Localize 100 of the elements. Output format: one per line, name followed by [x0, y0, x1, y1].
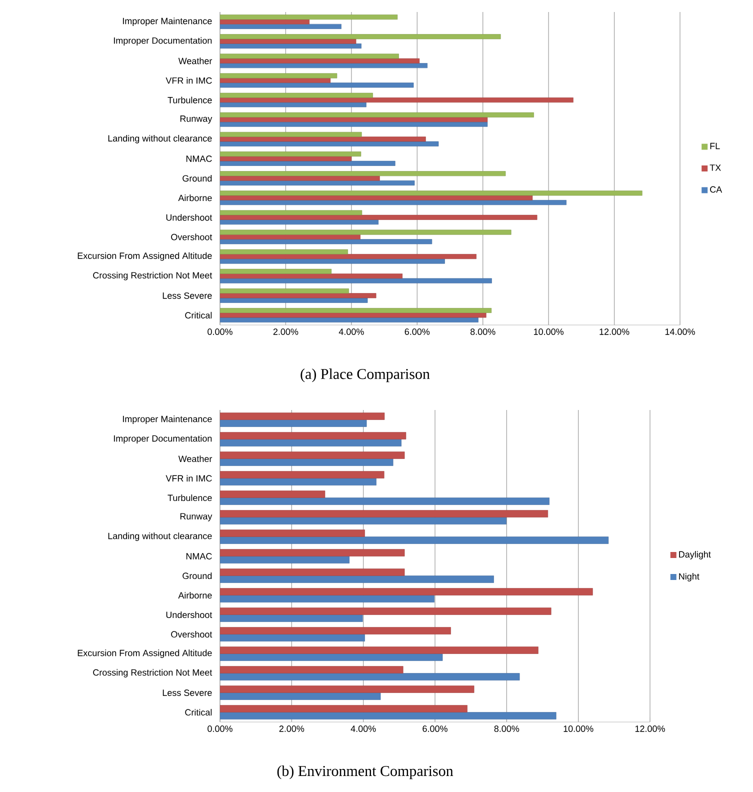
y-tick-label: VFR in IMC	[166, 474, 212, 482]
bar	[220, 117, 488, 122]
bar	[220, 471, 384, 478]
y-tick-label: NMAC	[186, 156, 212, 162]
x-tick-label: 4.00%	[350, 726, 376, 732]
y-tick-label: Critical	[185, 708, 212, 716]
bar	[220, 686, 474, 693]
y-tick-label: Turbulence	[168, 96, 212, 104]
y-tick-label: Undershoot	[166, 611, 212, 618]
text: (b) Environment Comparison	[277, 766, 454, 780]
bar	[220, 692, 381, 700]
bar	[220, 210, 362, 216]
x-tick-label: 14.00%	[665, 328, 695, 335]
bar	[220, 34, 501, 40]
bar	[220, 510, 548, 518]
y-tick-label: Airborne	[178, 194, 212, 202]
bar	[220, 536, 609, 544]
bar	[220, 432, 406, 440]
bar	[220, 452, 405, 459]
legend-label: Daylight	[679, 550, 711, 560]
bar	[220, 517, 506, 524]
y-tick-label: Runway	[180, 116, 212, 124]
bar	[220, 549, 405, 556]
bar	[220, 19, 310, 24]
bar	[220, 588, 593, 596]
bar	[220, 288, 349, 294]
bar	[220, 556, 350, 564]
x-tick-label: 0.00%	[208, 328, 232, 335]
bar	[220, 98, 574, 103]
bar	[220, 608, 552, 615]
x-tick-label: 8.00%	[470, 328, 496, 335]
legend-label: CA	[710, 186, 722, 193]
bar	[220, 152, 362, 157]
bar	[220, 92, 373, 98]
x-tick-label: 6.00%	[422, 726, 448, 732]
y-tick-label: Less Severe	[162, 292, 212, 299]
bar	[220, 705, 468, 712]
bar	[220, 712, 556, 720]
x-tick-label: 2.00%	[279, 726, 304, 732]
y-tick-label: Excursion From Assigned Altitude	[78, 252, 212, 261]
bar	[220, 439, 402, 446]
y-tick-label: Less Severe	[162, 690, 212, 696]
legend-label: Night	[679, 572, 700, 582]
y-tick-label: Critical	[185, 312, 212, 319]
x-tick-label: 10.00%	[564, 726, 594, 732]
y-tick-label: Ground	[182, 174, 212, 182]
x-tick-label: 12.00%	[635, 726, 665, 732]
bar	[220, 58, 420, 64]
bar	[220, 420, 367, 427]
bar	[220, 73, 338, 78]
y-tick-label: Weather	[178, 455, 212, 462]
bar	[220, 478, 376, 486]
y-tick-label: VFR in IMC	[166, 77, 212, 84]
y-tick-label: Undershoot	[166, 214, 212, 221]
bar	[220, 136, 426, 142]
y-tick-label: Runway	[180, 513, 212, 522]
bar	[220, 530, 365, 537]
bar	[220, 176, 380, 181]
y-tick-label: NMAC	[186, 553, 212, 560]
y-tick-label: Landing without clearance	[108, 134, 212, 144]
bar	[220, 14, 398, 20]
y-tick-label: Airborne	[178, 592, 212, 599]
bar	[220, 490, 326, 498]
x-tick-label: 12.00%	[600, 328, 630, 335]
bar	[220, 254, 476, 260]
bar	[220, 634, 365, 642]
bar	[220, 190, 642, 196]
bar	[220, 576, 494, 583]
y-tick-label: Improper Documentation	[114, 435, 212, 444]
x-tick-label: 8.00%	[494, 726, 520, 732]
y-tick-label: Overshoot	[171, 630, 212, 638]
bar	[220, 268, 332, 274]
bar	[220, 78, 331, 83]
bar	[220, 412, 385, 420]
y-tick-label: Ground	[182, 572, 212, 580]
bar	[220, 274, 403, 279]
bar	[220, 171, 506, 176]
bar	[220, 249, 348, 254]
bar	[220, 666, 404, 674]
bar	[220, 156, 352, 162]
bar	[220, 234, 360, 240]
y-tick-label: Crossing Restriction Not Meet	[93, 272, 212, 280]
x-tick-label: 10.00%	[534, 328, 564, 335]
bar	[220, 38, 356, 44]
bar	[220, 614, 363, 622]
y-tick-label: Improper Maintenance	[122, 18, 212, 26]
legend-label: TX	[710, 164, 721, 171]
bar	[220, 112, 534, 118]
y-tick-label: Turbulence	[168, 494, 212, 502]
y-tick-label: Overshoot	[171, 234, 212, 240]
bar	[220, 54, 399, 59]
bar	[220, 673, 520, 680]
x-tick-label: 0.00%	[208, 726, 232, 732]
bar	[220, 293, 376, 298]
bar	[220, 498, 550, 505]
bar	[220, 458, 394, 466]
bar	[220, 195, 533, 200]
x-tick-label: 2.00%	[273, 328, 298, 335]
bar	[220, 654, 443, 661]
bar	[220, 214, 538, 220]
